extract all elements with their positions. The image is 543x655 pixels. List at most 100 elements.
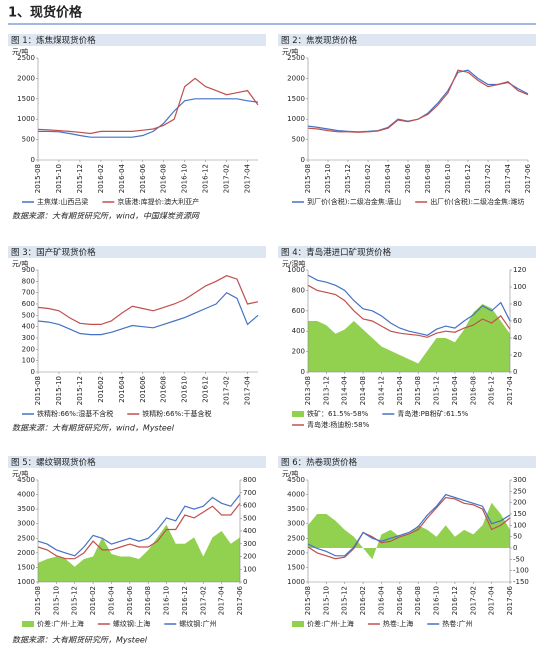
y-tick-label: 0 <box>301 156 305 164</box>
x-tick-label: 2015-08 <box>34 164 42 193</box>
y-tick-label: 2500 <box>17 534 35 542</box>
figure-title: 图 3：国产矿现货价格 <box>11 247 96 258</box>
line-series <box>307 69 529 133</box>
y-tick-label: 2000 <box>287 74 305 82</box>
figure-title: 图 1：炼焦煤现货价格 <box>11 35 96 46</box>
x-tick-label: 2017-04 <box>244 375 252 405</box>
y-tick-label: 1000 <box>287 266 305 274</box>
x-tick-label: 2016-08 <box>414 586 422 615</box>
legend-swatch <box>22 621 34 627</box>
figure-header <box>278 456 536 468</box>
legend-label: 价差:广州-上海 <box>307 619 354 628</box>
x-tick-label: 2014-12 <box>377 376 385 405</box>
x-tick-label: 2017-04 <box>488 585 496 615</box>
x-tick-label: 2015-12 <box>76 164 84 193</box>
x-tick-label: 2015-10 <box>322 586 330 615</box>
x-tick-label: 2017-02 <box>223 376 231 405</box>
y2-tick-label: 120 <box>513 266 526 274</box>
y-tick-label: 500 <box>22 136 35 144</box>
y2-tick-label: 700 <box>243 489 256 497</box>
x-tick-label: 2016-06 <box>139 163 147 193</box>
y-tick-label: 4500 <box>17 476 35 484</box>
y-tick-label: 800 <box>22 277 35 285</box>
y-tick-label: 200 <box>292 348 305 356</box>
y2-tick-label: 0 <box>243 578 247 586</box>
y-tick-label: 600 <box>22 300 35 308</box>
y-tick-label: 2000 <box>17 74 35 82</box>
y2-tick-label: 40 <box>513 334 522 342</box>
legend-swatch <box>292 621 304 627</box>
x-tick-label: 2016-08 <box>160 164 168 193</box>
y2-tick-label: 300 <box>513 476 526 484</box>
y2-tick-label: 100 <box>513 283 526 291</box>
x-tick-label: 201602 <box>97 376 105 403</box>
x-tick-label: 2016-04 <box>451 375 459 405</box>
x-tick-label: 2016-12 <box>464 164 472 193</box>
figure-header <box>8 456 266 468</box>
y-tick-label: 0 <box>31 156 35 164</box>
y-tick-label: 3500 <box>17 505 35 513</box>
x-tick-label: 2017-06 <box>236 585 244 615</box>
y2-tick-label: 300 <box>243 540 256 548</box>
x-tick-label: 2016-08 <box>424 164 432 193</box>
x-tick-label: 2015-12 <box>76 376 84 405</box>
legend-label: 铁矿：61.5%-58% <box>307 409 369 418</box>
source-note: 数据来源：大有期货研究所，wind，中国煤炭资源网 <box>12 212 200 221</box>
y2-tick-label: 150 <box>513 510 526 518</box>
x-tick-label: 2017-02 <box>469 586 477 615</box>
x-tick-label: 2016-10 <box>444 164 452 193</box>
x-tick-label: 2015-12 <box>341 586 349 615</box>
x-tick-label: 2016-02 <box>97 164 105 193</box>
x-tick-label: 2016-12 <box>181 586 189 615</box>
legend-label: 铁精粉:66%:湿基不含税 <box>37 409 113 418</box>
x-tick-label: 2015-08 <box>34 376 42 405</box>
y2-tick-label: 100 <box>243 565 256 573</box>
x-tick-label: 2017-02 <box>484 164 492 193</box>
y2-tick-label: 20 <box>513 351 522 359</box>
y2-tick-label: -150 <box>513 578 529 586</box>
legend-label: 热卷:广州 <box>442 619 472 628</box>
x-tick-label: 2013-08 <box>304 376 312 405</box>
x-tick-label: 2015-08 <box>304 586 312 615</box>
y2-tick-label: 400 <box>243 527 256 535</box>
y-tick-label: 1500 <box>17 563 35 571</box>
figure-title: 图 5：螺纹钢现货价格 <box>11 457 96 468</box>
y-tick-label: 100 <box>22 357 35 365</box>
x-tick-label: 2017-04 <box>218 585 226 615</box>
y-tick-label: 2000 <box>287 549 305 557</box>
y2-tick-label: 0 <box>513 544 517 552</box>
y-tick-label: 1500 <box>287 563 305 571</box>
y-tick-label: 700 <box>22 289 35 297</box>
figure-header <box>278 34 536 46</box>
legend-label: 螺纹钢:广州 <box>179 619 216 628</box>
y-tick-label: 0 <box>31 368 35 376</box>
y-tick-label: 400 <box>22 323 35 331</box>
x-tick-label: 2016-08 <box>144 586 152 615</box>
x-tick-label: 2015-12 <box>433 376 441 405</box>
y-tick-label: 800 <box>292 286 305 294</box>
y-unit: 元/吨 <box>282 47 298 56</box>
figure-header <box>8 246 266 258</box>
y2-tick-label: 0 <box>513 368 517 376</box>
y2-tick-label: 500 <box>243 514 256 522</box>
source-note: 数据来源：大有期货研究所，Mysteel <box>12 636 148 645</box>
x-tick-label: 201612 <box>202 376 210 403</box>
figure-title: 图 2：焦炭现货价格 <box>281 35 358 46</box>
x-tick-label: 2016-04 <box>107 585 115 615</box>
y-unit: 元/吨 <box>12 47 28 56</box>
x-tick-label: 2016-02 <box>89 586 97 615</box>
line-series <box>307 69 529 133</box>
y-tick-label: 4500 <box>287 476 305 484</box>
y2-tick-label: 80 <box>513 300 522 308</box>
x-tick-label: 2016-10 <box>433 586 441 615</box>
y-tick-label: 1000 <box>287 115 305 123</box>
line-series <box>37 77 259 135</box>
y2-tick-label: -100 <box>513 567 529 575</box>
legend-label: 出厂价(含税):二级冶金焦:潍坊 <box>430 197 524 206</box>
x-tick-label: 2016-12 <box>202 164 210 193</box>
x-tick-label: 201604 <box>118 375 126 402</box>
x-tick-label: 2015-04 <box>396 375 404 405</box>
y2-tick-label: 250 <box>513 487 526 495</box>
x-tick-label: 2016-10 <box>163 586 171 615</box>
